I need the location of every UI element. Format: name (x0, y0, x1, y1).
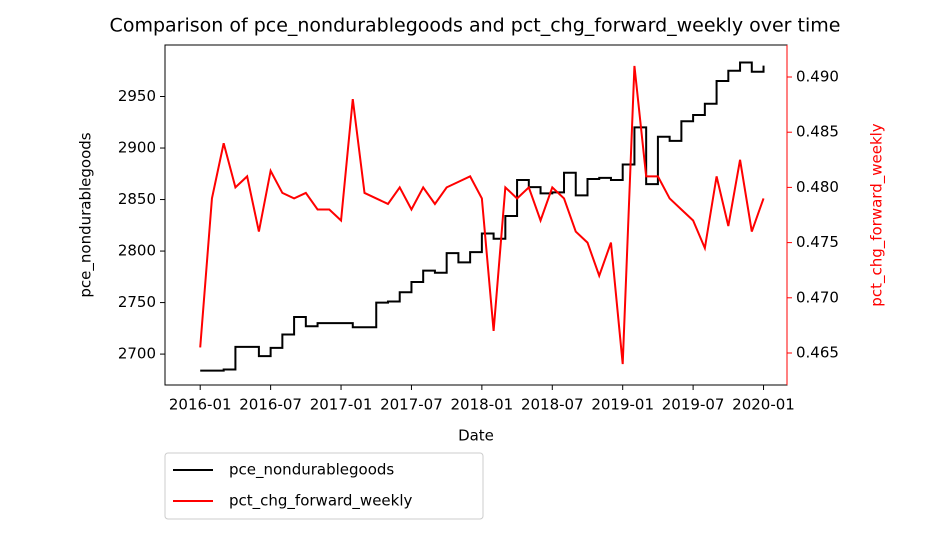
line-series (199, 65, 765, 365)
plot-frame (164, 44, 788, 386)
y2-tick-label: 0.480 (796, 178, 839, 196)
y-axis-label: pce_nondurablegoods (77, 132, 96, 297)
y-tick-label: 2700 (118, 345, 156, 363)
legend-box (164, 452, 484, 520)
y-tick-label: 2800 (118, 242, 156, 260)
x-tick-label: 2017-01 (310, 396, 373, 414)
x-tick-label: 2017-07 (380, 396, 443, 414)
legend-label: pct_chg_forward_weekly (229, 492, 413, 511)
x-tick-label: 2019-07 (662, 396, 725, 414)
x-tick-label: 2016-07 (239, 396, 302, 414)
y2-tick-label: 0.470 (796, 288, 839, 306)
x-tick-label: 2018-07 (521, 396, 584, 414)
x-axis-label: Date (458, 427, 494, 445)
chart-title: Comparison of pce_nondurablegoods and pc… (110, 15, 841, 37)
y-tick-label: 2900 (118, 139, 156, 157)
y2-tick-label: 0.485 (796, 123, 839, 141)
y2-tick-label: 0.490 (796, 68, 839, 86)
legend-label: pce_nondurablegoods (229, 461, 394, 480)
line-series (200, 61, 765, 372)
x-tick-label: 2020-01 (732, 396, 795, 414)
y-tick-label: 2750 (118, 293, 156, 311)
y2-tick-label: 0.465 (796, 343, 839, 361)
x-tick-label: 2018-01 (451, 396, 514, 414)
y-tick-label: 2850 (118, 190, 156, 208)
y2-axis-label: pct_chg_forward_weekly (868, 123, 887, 307)
x-tick-label: 2019-01 (591, 396, 654, 414)
y2-tick-label: 0.475 (796, 233, 839, 251)
x-tick-label: 2016-01 (169, 396, 232, 414)
y-tick-label: 2950 (118, 87, 156, 105)
